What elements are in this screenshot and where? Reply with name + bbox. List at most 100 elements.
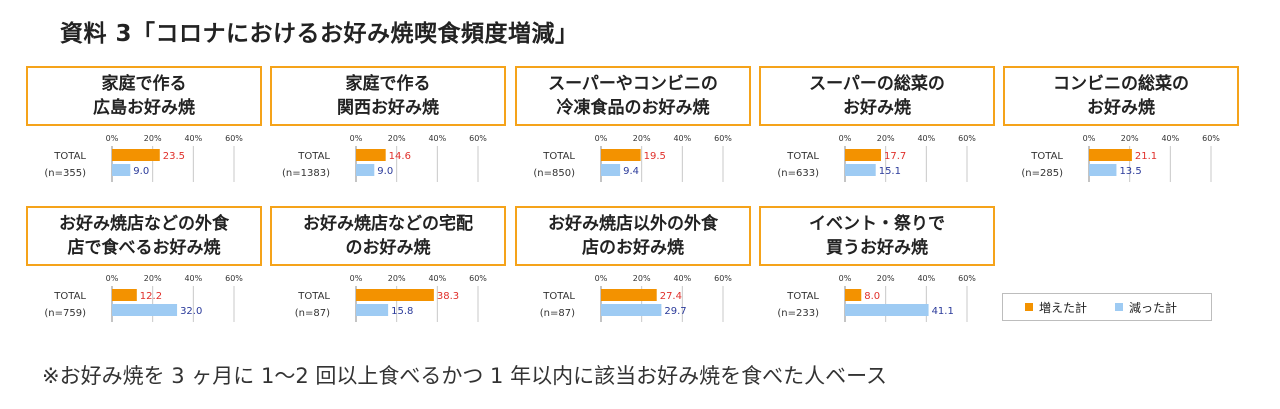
data-label: 9.0 <box>377 166 393 177</box>
chart-title-line: 店のお好み焼 <box>582 238 684 258</box>
bar-chart: 0% 20% 40% 60% TOTAL (n=850) 19.5 9.4 <box>533 134 732 182</box>
sample-size-label: (n=285) <box>1021 168 1063 179</box>
bar-increase <box>112 289 137 301</box>
chart-title-line: 家庭で作る <box>101 74 187 94</box>
chart-title: お好み焼店などの外食 店で食べるお好み焼 <box>26 206 262 266</box>
bar-chart: 0% 20% 40% 60% TOTAL (n=759) 12.2 32.0 <box>44 274 243 322</box>
chart-title-line: お好み焼 <box>843 98 911 118</box>
tick-label: 40% <box>917 134 935 143</box>
tick-label: 0% <box>839 134 852 143</box>
bar-chart: 0% 20% 40% 60% TOTAL (n=1383) 14.6 9.0 <box>282 134 487 182</box>
chart-title-line: 家庭で作る <box>345 74 431 94</box>
tick-label: 40% <box>917 274 935 283</box>
chart-title-line: お好み焼店以外の外食 <box>548 214 718 234</box>
data-label: 8.0 <box>864 291 880 302</box>
legend-swatch-decrease <box>1115 303 1124 311</box>
bar-increase <box>112 149 160 161</box>
chart-title-line: のお好み焼 <box>345 238 431 258</box>
bar-decrease <box>356 164 375 176</box>
chart-title: お好み焼店以外の外食 店のお好み焼 <box>515 206 751 266</box>
chart-title-line: お好み焼店などの外食 <box>59 214 229 234</box>
sample-size-label: (n=355) <box>44 168 86 179</box>
data-label: 27.4 <box>660 291 682 302</box>
chart-title-line: 買うお好み焼 <box>826 238 928 258</box>
tick-label: 60% <box>1202 134 1220 143</box>
row-label: TOTAL <box>297 151 330 162</box>
tick-label: 0% <box>839 274 852 283</box>
chart-title-line: スーパーやコンビニの <box>548 74 718 94</box>
data-label: 17.7 <box>884 151 906 162</box>
bar-increase <box>601 149 641 161</box>
sample-size-label: (n=233) <box>777 308 819 319</box>
tick-label: 60% <box>714 134 732 143</box>
bar-decrease <box>845 164 876 176</box>
tick-label: 0% <box>106 134 119 143</box>
chart-title-line: 店で食べるお好み焼 <box>67 238 221 258</box>
tick-label: 60% <box>958 274 976 283</box>
bar-chart: 0% 20% 40% 60% TOTAL (n=87) 38.3 15.8 <box>295 274 487 322</box>
row-label: TOTAL <box>53 151 86 162</box>
chart-title: お好み焼店などの宅配 のお好み焼 <box>270 206 506 266</box>
bar-increase <box>356 149 386 161</box>
chart-title: イベント・祭りで 買うお好み焼 <box>759 206 995 266</box>
data-label: 13.5 <box>1119 166 1141 177</box>
bar-decrease <box>601 304 662 316</box>
chart-title: スーパーやコンビニの 冷凍食品のお好み焼 <box>515 66 751 126</box>
bar-increase <box>356 289 434 301</box>
chart-title-line: お好み焼店などの宅配 <box>303 214 473 234</box>
sample-size-label: (n=87) <box>295 308 330 319</box>
legend-label-increase: 増えた計 <box>1039 300 1088 315</box>
tick-label: 20% <box>388 274 406 283</box>
chart-title: コンビニの総菜の お好み焼 <box>1003 66 1239 126</box>
chart-title-line: スーパーの総菜の <box>809 74 945 94</box>
bar-chart: 0% 20% 40% 60% TOTAL (n=355) 23.5 9.0 <box>44 134 243 182</box>
tick-label: 60% <box>958 134 976 143</box>
bar-decrease <box>1089 164 1117 176</box>
bar-chart: 0% 20% 40% 60% TOTAL (n=233) 8.0 41.1 <box>777 274 976 322</box>
chart-title-line: 冷凍食品のお好み焼 <box>556 98 710 118</box>
tick-label: 40% <box>673 274 691 283</box>
row-label: TOTAL <box>542 291 575 302</box>
row-label: TOTAL <box>542 151 575 162</box>
data-label: 29.7 <box>664 306 686 317</box>
sample-size-label: (n=633) <box>777 168 819 179</box>
data-label: 23.5 <box>163 151 185 162</box>
bar-chart: 0% 20% 40% 60% TOTAL (n=285) 21.1 13.5 <box>1021 134 1220 182</box>
tick-label: 40% <box>673 134 691 143</box>
chart-title: スーパーの総菜の お好み焼 <box>759 66 995 126</box>
tick-label: 40% <box>184 134 202 143</box>
tick-label: 40% <box>1161 134 1179 143</box>
sample-size-label: (n=87) <box>540 308 575 319</box>
bar-decrease <box>112 164 131 176</box>
tick-label: 60% <box>225 134 243 143</box>
tick-label: 60% <box>714 274 732 283</box>
tick-label: 40% <box>428 134 446 143</box>
chart-title-line: お好み焼 <box>1087 98 1155 118</box>
tick-label: 40% <box>184 274 202 283</box>
legend: 増えた計 減った計 <box>1002 293 1212 321</box>
data-label: 32.0 <box>180 306 202 317</box>
tick-label: 0% <box>595 134 608 143</box>
tick-label: 0% <box>1083 134 1096 143</box>
tick-label: 20% <box>144 274 162 283</box>
bar-increase <box>845 149 881 161</box>
tick-label: 20% <box>1121 134 1139 143</box>
data-label: 21.1 <box>1135 151 1157 162</box>
data-label: 14.6 <box>389 151 411 162</box>
sample-size-label: (n=759) <box>44 308 86 319</box>
chart-title-line: コンビニの総菜の <box>1053 74 1189 94</box>
tick-label: 0% <box>106 274 119 283</box>
row-label: TOTAL <box>786 291 819 302</box>
data-label: 9.0 <box>133 166 149 177</box>
legend-swatch-increase <box>1025 303 1033 311</box>
tick-label: 40% <box>428 274 446 283</box>
sample-size-label: (n=1383) <box>282 168 330 179</box>
bar-decrease <box>356 304 389 316</box>
tick-label: 0% <box>595 274 608 283</box>
tick-label: 60% <box>469 134 487 143</box>
tick-label: 20% <box>877 274 895 283</box>
legend-item-increase: 増えた計 <box>1025 299 1087 316</box>
tick-label: 20% <box>633 274 651 283</box>
row-label: TOTAL <box>786 151 819 162</box>
data-label: 19.5 <box>644 151 666 162</box>
